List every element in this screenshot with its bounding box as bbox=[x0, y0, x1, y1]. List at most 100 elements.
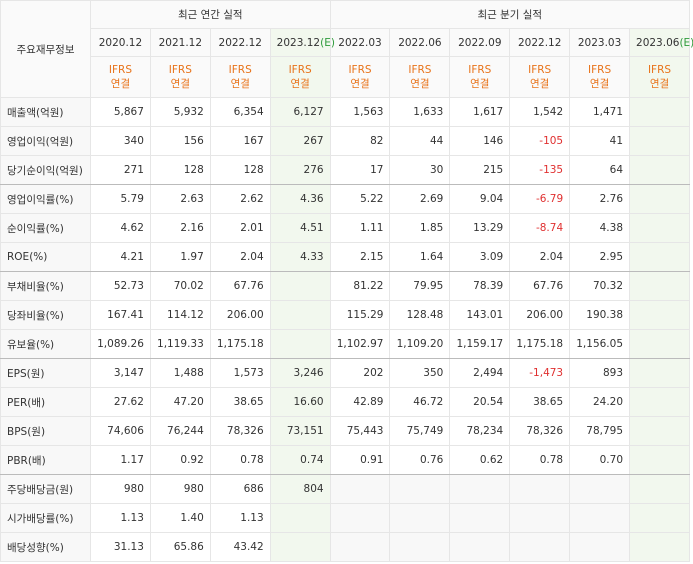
value-cell bbox=[449, 474, 511, 504]
value-cell: 4.62 bbox=[90, 213, 151, 243]
value-cell: 47.20 bbox=[149, 387, 211, 417]
value-cell: 67.76 bbox=[509, 271, 571, 301]
value-cell bbox=[629, 213, 690, 243]
value-cell: 0.92 bbox=[149, 445, 211, 475]
period: 2022.12 bbox=[209, 28, 271, 57]
accounting-standard: IFRS 연결 bbox=[209, 56, 271, 98]
value-cell: 70.02 bbox=[149, 271, 211, 301]
row-label: 영업이익률(%) bbox=[0, 184, 91, 214]
row-label: 부채비율(%) bbox=[0, 271, 91, 301]
value-cell: 41 bbox=[569, 126, 631, 156]
value-cell: 1.40 bbox=[149, 503, 211, 533]
value-cell bbox=[269, 329, 331, 359]
value-cell: 64 bbox=[569, 155, 631, 185]
period-date: 2023.03 bbox=[577, 36, 622, 49]
value-cell: 1,617 bbox=[449, 97, 511, 127]
data-row: 주당배당금(원) 980 980 686 804 bbox=[0, 474, 690, 504]
value-cell: 0.78 bbox=[509, 445, 571, 475]
value-cell bbox=[329, 532, 391, 562]
value-cell: 267 bbox=[269, 126, 331, 156]
period: 2022.06 bbox=[389, 28, 451, 57]
value-cell: 44 bbox=[389, 126, 451, 156]
value-cell bbox=[629, 329, 690, 359]
row-label: 영업이익(억원) bbox=[0, 126, 91, 156]
value-cell bbox=[629, 532, 690, 562]
value-cell bbox=[569, 532, 631, 562]
value-cell: 1.17 bbox=[90, 445, 151, 475]
value-cell: 128.48 bbox=[389, 300, 451, 330]
value-cell bbox=[569, 474, 631, 504]
value-cell: 1,159.17 bbox=[449, 329, 511, 359]
value-cell bbox=[629, 300, 690, 330]
value-cell: 46.72 bbox=[389, 387, 451, 417]
value-cell: -6.79 bbox=[509, 184, 571, 214]
value-cell: 804 bbox=[269, 474, 331, 504]
value-cell: 4.38 bbox=[569, 213, 631, 243]
data-row: 당기순이익(억원) 271 128 128 276 17 30 215 -135 64 bbox=[0, 155, 690, 185]
value-cell: 1,471 bbox=[569, 97, 631, 127]
value-cell bbox=[269, 300, 331, 330]
value-cell: 13.29 bbox=[449, 213, 511, 243]
row-label: 유보율(%) bbox=[0, 329, 91, 359]
data-row: 시가배당률(%) 1.13 1.40 1.13 bbox=[0, 503, 690, 533]
period: 2021.12 bbox=[149, 28, 211, 57]
data-row: 배당성향(%) 31.13 65.86 43.42 bbox=[0, 532, 690, 562]
value-cell: 0.74 bbox=[269, 445, 331, 475]
accounting-standard: IFRS 연결 bbox=[449, 56, 511, 98]
value-cell: 16.60 bbox=[269, 387, 331, 417]
value-cell bbox=[449, 503, 511, 533]
value-cell: 5.79 bbox=[90, 184, 151, 214]
value-cell: 65.86 bbox=[149, 532, 211, 562]
data-row: 영업이익률(%) 5.79 2.63 2.62 4.36 5.22 2.69 9.04 -6.7… bbox=[0, 184, 690, 214]
value-cell: 52.73 bbox=[90, 271, 151, 301]
row-label: BPS(원) bbox=[0, 416, 91, 446]
value-cell bbox=[629, 358, 690, 388]
value-cell: 38.65 bbox=[209, 387, 271, 417]
value-cell bbox=[629, 445, 690, 475]
value-cell: 78,326 bbox=[509, 416, 571, 446]
value-cell: 206.00 bbox=[509, 300, 571, 330]
value-cell: 82 bbox=[329, 126, 391, 156]
value-cell: 5.22 bbox=[329, 184, 391, 214]
value-cell: -8.74 bbox=[509, 213, 571, 243]
accounting-standard: IFRS 연결 bbox=[269, 56, 331, 98]
value-cell: 17 bbox=[329, 155, 391, 185]
value-cell: 43.42 bbox=[209, 532, 271, 562]
accounting-standard: IFRS 연결 bbox=[90, 56, 151, 98]
value-cell bbox=[509, 474, 571, 504]
value-cell: 893 bbox=[569, 358, 631, 388]
value-cell: 1,488 bbox=[149, 358, 211, 388]
value-cell: 156 bbox=[149, 126, 211, 156]
table-header: 주요재무정보 최근 연간 실적 최근 분기 실적 2020.12 2021.12 2022… bbox=[0, 0, 693, 98]
value-cell: 1,175.18 bbox=[209, 329, 271, 359]
value-cell: 67.76 bbox=[209, 271, 271, 301]
value-cell bbox=[509, 503, 571, 533]
value-cell: 78,326 bbox=[209, 416, 271, 446]
value-cell: -135 bbox=[509, 155, 571, 185]
data-row: PBR(배) 1.17 0.92 0.78 0.74 0.91 0.76 0.62 0.78 0.… bbox=[0, 445, 690, 475]
value-cell: 1.85 bbox=[389, 213, 451, 243]
value-cell: 20.54 bbox=[449, 387, 511, 417]
data-row: BPS(원) 74,606 76,244 78,326 73,151 75,443 75,7… bbox=[0, 416, 690, 446]
value-cell: 1,109.20 bbox=[389, 329, 451, 359]
value-cell: 3,246 bbox=[269, 358, 331, 388]
value-cell: 78.39 bbox=[449, 271, 511, 301]
value-cell: 74,606 bbox=[90, 416, 151, 446]
value-cell: 81.22 bbox=[329, 271, 391, 301]
value-cell bbox=[629, 503, 690, 533]
period-date: 2022.12 bbox=[218, 36, 262, 49]
value-cell bbox=[329, 474, 391, 504]
value-cell: 0.76 bbox=[389, 445, 451, 475]
value-cell: 1,633 bbox=[389, 97, 451, 127]
value-cell: 79.95 bbox=[389, 271, 451, 301]
value-cell bbox=[449, 532, 511, 562]
value-cell bbox=[269, 271, 331, 301]
value-cell bbox=[629, 242, 690, 272]
value-cell: 6,127 bbox=[269, 97, 331, 127]
data-row: 부채비율(%) 52.73 70.02 67.76 81.22 79.95 78.39 67.… bbox=[0, 271, 690, 301]
header-row: IFRS 연결 IFRS 연결 IFRS 연결 IFRS 연결 IFRS 연결 IFRS … bbox=[1, 56, 690, 98]
row-label: EPS(원) bbox=[0, 358, 91, 388]
value-cell: 1.11 bbox=[329, 213, 391, 243]
row-label: PER(배) bbox=[0, 387, 91, 417]
period-date: 2022.09 bbox=[458, 36, 502, 49]
